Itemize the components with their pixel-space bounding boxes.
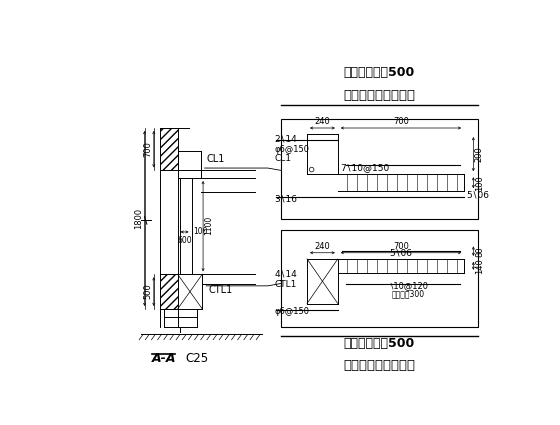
Text: 240: 240 (315, 117, 330, 126)
Text: A-A: A-A (152, 352, 176, 366)
Text: 2∖14: 2∖14 (274, 134, 297, 143)
Text: 7∖10@150: 7∖10@150 (340, 163, 389, 172)
Text: 100: 100 (475, 175, 484, 190)
Text: 梁端锚入墙内500: 梁端锚入墙内500 (344, 337, 415, 350)
Text: 700: 700 (393, 242, 409, 251)
Text: 500: 500 (143, 283, 152, 299)
Text: 200: 200 (475, 146, 484, 162)
Text: 100: 100 (193, 227, 208, 236)
Text: 1800: 1800 (134, 207, 143, 229)
Text: 600: 600 (178, 236, 192, 245)
Text: ∖10@120: ∖10@120 (389, 281, 428, 290)
Text: CTL1: CTL1 (274, 280, 297, 289)
Text: φ6@150: φ6@150 (274, 145, 310, 154)
Text: CL1: CL1 (207, 154, 225, 164)
Bar (281, 230, 478, 327)
Text: C25: C25 (185, 352, 208, 366)
Text: 钆入梁内300: 钆入梁内300 (392, 289, 425, 298)
Bar (160, 274, 178, 309)
Text: φ6@150: φ6@150 (274, 307, 310, 316)
Text: 或锚入两端构造柱内: 或锚入两端构造柱内 (343, 89, 416, 102)
Text: 4∖14: 4∖14 (274, 270, 297, 279)
Text: 梁端锚入墙内500: 梁端锚入墙内500 (344, 66, 415, 79)
Text: 700: 700 (143, 141, 152, 157)
Text: 或锚入两端构造柱内: 或锚入两端构造柱内 (343, 359, 416, 371)
Text: 80: 80 (475, 246, 484, 257)
Text: 3∖16: 3∖16 (274, 194, 298, 203)
Text: 240: 240 (315, 242, 330, 251)
Text: 140: 140 (475, 258, 484, 274)
Text: 1100: 1100 (204, 216, 213, 235)
Bar (160, 128, 178, 170)
Text: 5∖06: 5∖06 (389, 249, 413, 258)
Text: 700: 700 (393, 117, 409, 126)
Text: CL1: CL1 (274, 154, 292, 163)
Text: CTL1: CTL1 (208, 285, 233, 295)
Text: 5∖06: 5∖06 (466, 190, 489, 199)
Bar (281, 119, 478, 219)
